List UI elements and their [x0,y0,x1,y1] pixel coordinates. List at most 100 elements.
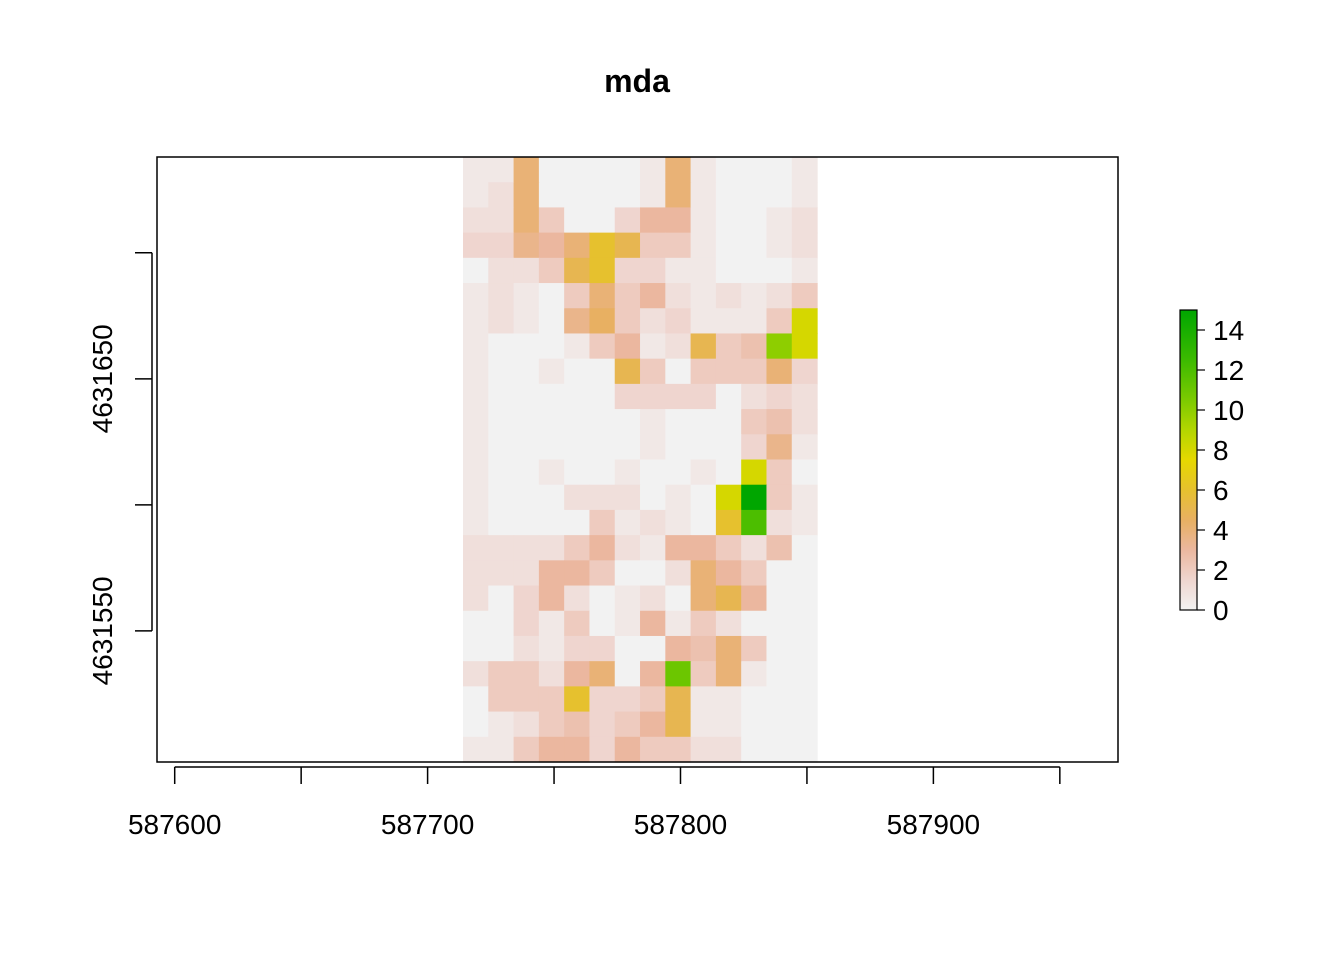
raster-cell [741,257,768,284]
raster-cell [513,257,540,284]
raster-cell [690,661,717,687]
raster-cell [791,736,818,763]
raster-cell [741,484,768,511]
raster-cell [766,383,793,410]
raster-cell [463,409,489,435]
chart-title: mda [604,63,670,99]
raster-cell [463,686,489,713]
raster-cell [564,585,591,612]
raster-cell [741,232,768,259]
raster-cell [513,736,540,763]
raster-cell [463,232,489,259]
raster-cell [766,509,793,536]
raster-cell [766,409,793,435]
raster-cell [690,535,717,561]
raster-cell [488,661,515,687]
legend-tick-label: 12 [1213,355,1244,386]
raster-cell [741,409,768,435]
raster-cell [614,535,641,561]
raster-cell [715,308,742,335]
raster-cells [463,157,818,763]
raster-cell [766,182,793,209]
raster-cell [690,283,717,309]
raster-cell [564,257,591,284]
raster-cell [640,257,666,284]
raster-cell [791,409,818,435]
raster-cell [513,585,540,612]
x-tick-label: 587800 [634,809,727,840]
raster-cell [564,308,591,335]
raster-cell [614,207,641,234]
raster-cell [513,308,540,335]
raster-cell [513,409,540,435]
raster-cell [513,358,540,385]
raster-cell [690,484,717,511]
raster-cell [463,585,489,612]
raster-cell [589,484,616,511]
raster-cell [513,635,540,662]
color-legend: 0 2 4 6 8 10 12 14 [1179,309,1244,626]
raster-cell [538,686,565,713]
raster-cell [564,661,591,687]
raster-cell [614,686,641,713]
raster-cell [665,182,692,209]
raster-cell [741,358,768,385]
raster-cell [791,610,818,637]
legend-tick-label: 8 [1213,435,1229,466]
raster-cell [715,560,742,587]
raster-cell [665,157,692,183]
raster-cell [488,283,515,309]
raster-cell [564,333,591,360]
raster-cell [665,560,692,587]
raster-cell [640,383,666,410]
raster-cell [538,585,565,612]
raster-cell [766,736,793,763]
raster-cell [766,686,793,713]
raster-cell [513,711,540,738]
raster-cell [538,283,565,309]
raster-cell [665,585,692,612]
raster-cell [589,333,616,360]
raster-cell [589,711,616,738]
raster-cell [513,333,540,360]
raster-cell [513,686,540,713]
raster-cell [488,711,515,738]
x-tick-label: 587700 [381,809,474,840]
raster-cell [589,232,616,259]
raster-cell [513,157,540,183]
raster-cell [715,635,742,662]
raster-cell [741,182,768,209]
raster-cell [640,308,666,335]
raster-cell [589,661,616,687]
raster-cell [640,661,666,687]
raster-cell [791,535,818,561]
raster-cell [791,283,818,309]
raster-cell [614,232,641,259]
raster-cell [741,283,768,309]
raster-cell [766,308,793,335]
raster-cell [614,661,641,687]
raster-cell [463,560,489,587]
raster-cell [564,434,591,461]
raster-cell [766,484,793,511]
raster-cell [614,635,641,662]
raster-cell [715,509,742,536]
raster-cell [513,484,540,511]
raster-cell [488,635,515,662]
raster-cell [589,459,616,486]
raster-cell [589,409,616,435]
raster-cell [463,308,489,335]
raster-cell [589,610,616,637]
raster-cell [513,232,540,259]
raster-cell [488,459,515,486]
legend-tick-label: 2 [1213,555,1229,586]
legend-tick-label: 14 [1213,315,1244,346]
raster-cell [690,257,717,284]
raster-cell [791,257,818,284]
raster-cell [463,484,489,511]
raster-cell [614,610,641,637]
raster-cell [513,560,540,587]
raster-cell [564,635,591,662]
raster-cell [766,157,793,183]
raster-cell [463,509,489,536]
